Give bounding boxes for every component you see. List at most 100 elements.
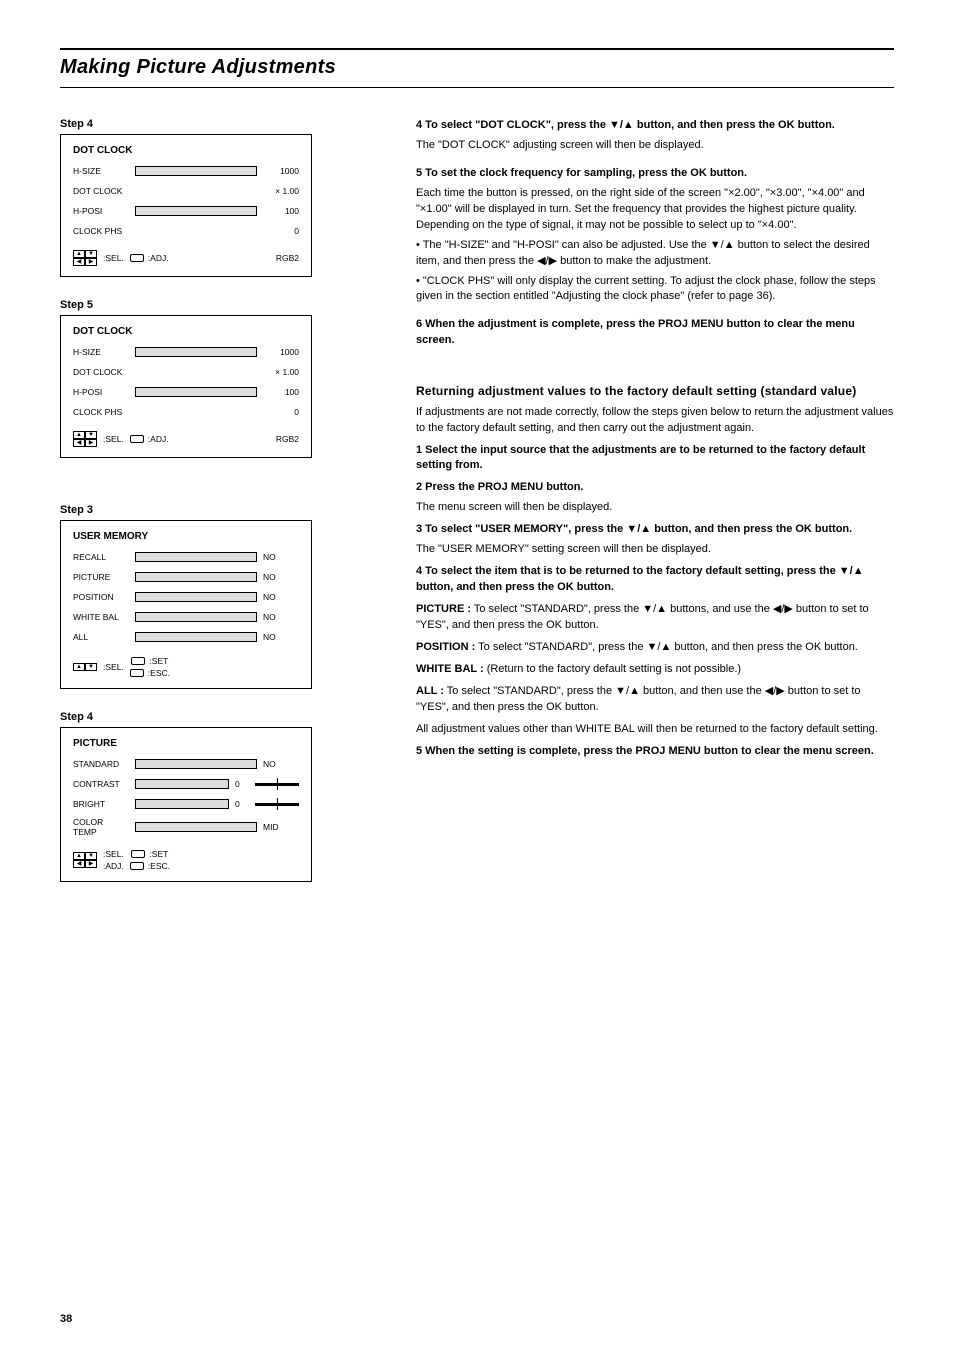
foot-adj: :ADJ. (148, 253, 169, 263)
row-label: DOT CLOCK (73, 186, 129, 196)
adj-indicator (255, 779, 299, 789)
foot-sel: :SEL. (103, 849, 124, 859)
row-value: MID (263, 822, 299, 832)
row-label: H-POSI (73, 387, 129, 397)
intro-text: If adjustments are not made correctly, f… (416, 405, 894, 437)
row-label: PICTURE (73, 572, 129, 582)
row-bar (135, 387, 257, 397)
foot-sel: :SEL. (103, 253, 124, 263)
osd-row: H-SIZE 1000 (73, 345, 299, 359)
fd-step2-note: The menu screen will then be displayed. (416, 500, 894, 516)
divider-top (60, 48, 894, 50)
row-value: NO (263, 612, 299, 622)
row-value: 0 (263, 407, 299, 417)
fd-footnote: All adjustment values other than WHITE B… (416, 722, 894, 738)
row-bar (135, 822, 257, 832)
osd-group-step5: Step 5 DOT CLOCK H-SIZE 1000 DOT CLOCK ×… (60, 299, 380, 458)
osd-row: H-SIZE 1000 (73, 164, 299, 178)
row-value: NO (263, 592, 299, 602)
osd-row: BRIGHT 0 (73, 797, 299, 811)
row-value: 1000 (263, 347, 299, 357)
osd-footer: ▲▼ ◀▶ :SEL. :ADJ. :SET :ESC. (73, 849, 299, 871)
row-value: 0 (235, 799, 249, 809)
osd-row: COLOR TEMP MID (73, 817, 299, 837)
fd-step5: 5 When the setting is complete, press th… (416, 744, 894, 760)
row-value: 0 (235, 779, 249, 789)
foot-esc: :ESC. (148, 861, 170, 871)
osd-row: CLOCK PHS 0 (73, 405, 299, 419)
row-bar (135, 186, 257, 196)
row-label: RECALL (73, 552, 129, 562)
row-label: COLOR TEMP (73, 817, 129, 837)
fd-all: ALL : To select "STANDARD", press the ▼/… (416, 684, 894, 716)
row-value: 1000 (263, 166, 299, 176)
row-bar (135, 572, 257, 582)
esc-key-icon (130, 862, 144, 870)
row-label: DOT CLOCK (73, 367, 129, 377)
row-label: CONTRAST (73, 779, 129, 789)
arrow-keys-icon: ▲▼ ◀▶ (73, 250, 97, 266)
section-heading: Returning adjustment values to the facto… (416, 383, 894, 400)
row-value: 0 (263, 226, 299, 236)
content-columns: Step 4 DOT CLOCK H-SIZE 1000 DOT CLOCK ×… (60, 118, 894, 882)
osd-group-usermem-step3: Step 3 USER MEMORY RECALL NO PICTURE NO … (60, 504, 380, 689)
osd-usermemory: USER MEMORY RECALL NO PICTURE NO POSITIO… (60, 520, 312, 689)
row-label: BRIGHT (73, 799, 129, 809)
arrow-keys-icon: ▲▼ (73, 663, 97, 671)
row-bar (135, 367, 257, 377)
osd-group-step4: Step 4 DOT CLOCK H-SIZE 1000 DOT CLOCK ×… (60, 118, 380, 277)
osd-dotclock-1: DOT CLOCK H-SIZE 1000 DOT CLOCK × 1.00 H… (60, 134, 312, 277)
foot-adj: :ADJ. (148, 434, 169, 444)
row-value: NO (263, 759, 299, 769)
step6-text: 6 When the adjustment is complete, press… (416, 317, 894, 349)
row-bar (135, 759, 257, 769)
step5-note2a: • The "H-SIZE" and "H-POSI" can also be … (416, 238, 894, 270)
osd-row: H-POSI 100 (73, 385, 299, 399)
block-factory-default: Returning adjustment values to the facto… (416, 383, 894, 763)
fd-step2: 2 Press the PROJ MENU button. (416, 480, 894, 496)
osd-footer: ▲▼ ◀▶ :SEL. :ADJ. RGB2 (73, 431, 299, 447)
right-column: 4 To select "DOT CLOCK", press the ▼/▲ b… (416, 118, 894, 882)
row-value: × 1.00 (263, 186, 299, 196)
left-column: Step 4 DOT CLOCK H-SIZE 1000 DOT CLOCK ×… (60, 118, 380, 882)
row-bar (135, 226, 257, 236)
osd-row: POSITION NO (73, 590, 299, 604)
step5-text: 5 To set the clock frequency for samplin… (416, 166, 894, 182)
osd-row: WHITE BAL NO (73, 610, 299, 624)
osd-row: STANDARD NO (73, 757, 299, 771)
row-bar (135, 612, 257, 622)
row-label: POSITION (73, 592, 129, 602)
row-bar (135, 347, 257, 357)
ok-key-icon (130, 435, 144, 443)
fd-picture-t: To select "STANDARD", press the ▼/▲ butt… (416, 603, 869, 631)
fd-all-t: To select "STANDARD", press the ▼/▲ butt… (416, 685, 861, 713)
fd-all-h: ALL : (416, 685, 444, 697)
osd-footer: ▲▼ :SEL. :SET :ESC. (73, 656, 299, 678)
block-steps-456: 4 To select "DOT CLOCK", press the ▼/▲ b… (416, 118, 894, 353)
fd-picture-h: PICTURE : (416, 603, 471, 615)
row-label: H-SIZE (73, 166, 129, 176)
foot-sel: :SEL. (103, 434, 124, 444)
fd-step4: 4 To select the item that is to be retur… (416, 564, 894, 596)
row-label: CLOCK PHS (73, 226, 129, 236)
row-bar (135, 206, 257, 216)
foot-set: :SET (149, 849, 168, 859)
foot-esc: RGB2 (276, 253, 299, 263)
foot-sel: :SEL. (103, 662, 124, 672)
row-bar (135, 552, 257, 562)
arrow-keys-icon: ▲▼ ◀▶ (73, 852, 97, 868)
step4-text: 4 To select "DOT CLOCK", press the ▼/▲ b… (416, 118, 894, 134)
osd-row: CLOCK PHS 0 (73, 224, 299, 238)
fd-picture: PICTURE : To select "STANDARD", press th… (416, 602, 894, 634)
fd-step1: 1 Select the input source that the adjus… (416, 443, 894, 475)
osd-footer: ▲▼ ◀▶ :SEL. :ADJ. RGB2 (73, 250, 299, 266)
osd-picture: PICTURE STANDARD NO CONTRAST 0 BRIGHT 0 (60, 727, 312, 882)
step-label: Step 4 (60, 118, 380, 130)
osd-title: PICTURE (73, 738, 299, 749)
fd-step3: 3 To select "USER MEMORY", press the ▼/▲… (416, 522, 894, 538)
page-number: 38 (60, 1313, 72, 1325)
ok-key-icon (131, 850, 145, 858)
step-label: Step 3 (60, 504, 380, 516)
osd-group-usermem-step4: Step 4 PICTURE STANDARD NO CONTRAST 0 BR… (60, 711, 380, 882)
row-label: CLOCK PHS (73, 407, 129, 417)
